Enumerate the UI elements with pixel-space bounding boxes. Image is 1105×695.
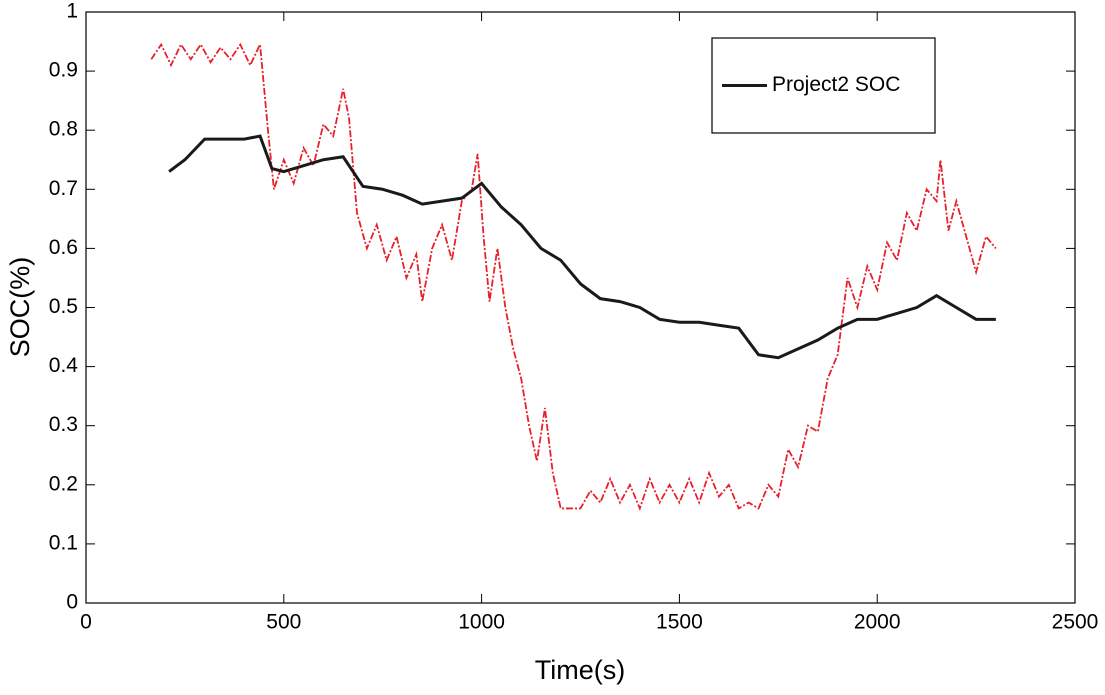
y-axis-label: SOC(%): [5, 257, 35, 358]
x-tick-label: 1500: [656, 611, 703, 634]
y-tick-label: 0.9: [49, 59, 78, 82]
y-tick-label: 0.4: [49, 354, 79, 377]
y-tick-label: 1: [66, 0, 78, 23]
x-tick-label: 2000: [854, 611, 901, 634]
legend-label: Project2 SOC: [772, 73, 900, 96]
y-tick-label: 0.1: [49, 531, 78, 554]
y-tick-label: 0.2: [49, 472, 78, 495]
y-tick-label: 0.7: [49, 177, 78, 200]
x-tick-label: 2500: [1052, 611, 1099, 634]
y-tick-label: 0: [66, 591, 78, 614]
x-tick-label: 0: [80, 611, 92, 634]
y-tick-label: 0.3: [49, 413, 78, 436]
x-tick-label: 1000: [458, 611, 505, 634]
y-tick-label: 0.5: [49, 295, 78, 318]
y-tick-label: 0.8: [49, 118, 78, 141]
series-line: [168, 134, 996, 360]
x-axis-label: Time(s): [535, 655, 625, 685]
y-tick-label: 0.6: [49, 236, 78, 259]
series-line: [150, 41, 997, 511]
x-tick-label: 500: [266, 611, 301, 634]
